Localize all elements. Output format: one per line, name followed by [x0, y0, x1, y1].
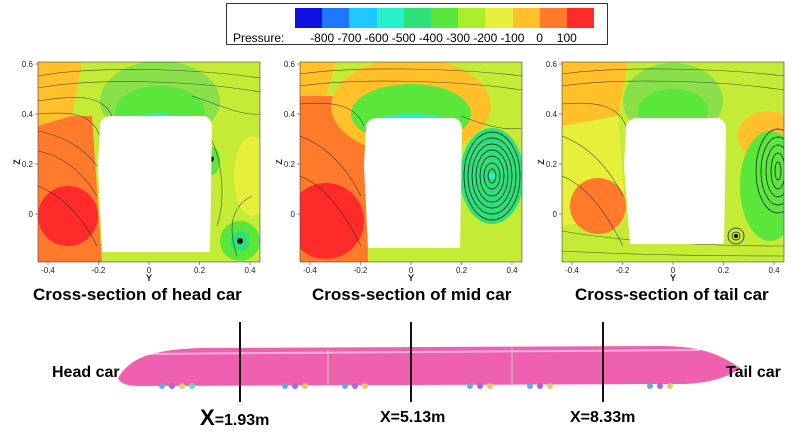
y-tick-label: -0.4: [565, 266, 579, 275]
y-tick-label: 0.4: [768, 266, 780, 275]
z-tick-label: 0.4: [22, 110, 34, 119]
z-tick-label: 0.6: [546, 60, 558, 69]
z-axis-label: Z: [12, 159, 22, 165]
legend-swatch: [512, 8, 540, 28]
legend-swatch: [485, 8, 513, 28]
legend-swatch: [539, 8, 567, 28]
legend-tick: 0: [536, 31, 543, 45]
legend-swatch: [403, 8, 431, 28]
legend-tick-labels: -800 -700 -600 -500 -400 -300 -200 -100 …: [295, 31, 594, 45]
legend-swatch: [376, 8, 404, 28]
legend-tick: -500: [391, 31, 416, 45]
legend-tick: -700: [337, 31, 362, 45]
y-tick-label: 0.4: [506, 266, 518, 275]
z-tick-label: 0.6: [284, 60, 296, 69]
train-side-view: [118, 322, 740, 402]
caption-mid-car: Cross-section of mid car: [312, 285, 512, 304]
y-axis-label: Y: [408, 273, 414, 282]
y-tick-label: 0.2: [194, 266, 206, 275]
legend-swatch: [566, 8, 595, 28]
y-tick-label: -0.2: [616, 266, 630, 275]
y-tick-label: -0.4: [303, 266, 317, 275]
legend-swatch: [349, 8, 377, 28]
y-tick-label: -0.4: [41, 266, 55, 275]
z-tick-label: 0.2: [284, 160, 296, 169]
legend-tick: -300: [446, 31, 471, 45]
z-axis-label: Z: [276, 159, 284, 165]
section-label-mid: X=5.13m: [380, 409, 446, 426]
z-tick-label: 0.2: [22, 160, 34, 169]
legend-title: Pressure:: [233, 31, 285, 45]
z-tick-label: 0: [553, 210, 558, 219]
caption-tail-car: Cross-section of tail car: [575, 285, 769, 304]
z-tick-label: 0.4: [546, 110, 558, 119]
legend-swatch: [322, 8, 350, 28]
bogies: [159, 383, 673, 389]
z-tick-label: 0: [291, 210, 296, 219]
tail-car-label: Tail car: [726, 364, 781, 381]
y-tick-label: -0.2: [354, 266, 368, 275]
y-tick-label: 0: [147, 266, 152, 275]
section-label-head: X=1.93m: [200, 405, 270, 430]
legend-tick: -600: [364, 31, 389, 45]
pressure-legend: Pressure: -800 -700 -600 -500 -400 -300 …: [226, 3, 608, 45]
y-tick-label: 0.4: [244, 266, 256, 275]
z-tick-label: 0.4: [284, 110, 296, 119]
legend-swatch: [430, 8, 459, 28]
z-tick-label: 0: [29, 210, 34, 219]
pressure-contour: [562, 62, 784, 262]
legend-swatch: [295, 8, 323, 28]
legend-color-bar: [295, 8, 595, 28]
y-tick-label: 0.2: [456, 266, 468, 275]
y-tick-label: 0: [671, 266, 676, 275]
legend-swatch: [458, 8, 486, 28]
z-axis-label: Z: [538, 159, 546, 165]
caption-head-car: Cross-section of head car: [33, 285, 242, 304]
legend-tick: -800: [310, 31, 335, 45]
legend-tick: -100: [500, 31, 525, 45]
y-tick-label: 0: [409, 266, 414, 275]
legend-tick: -200: [473, 31, 498, 45]
z-tick-label: 0.6: [22, 60, 34, 69]
pressure-contour: [38, 62, 260, 262]
y-tick-label: -0.2: [92, 266, 106, 275]
section-label-tail: X=8.33m: [570, 409, 636, 426]
y-axis-label: Y: [670, 273, 676, 282]
train-body: [118, 346, 740, 386]
legend-tick: 100: [556, 31, 577, 45]
y-tick-label: 0.2: [718, 266, 730, 275]
z-tick-label: 0.2: [546, 160, 558, 169]
head-car-label: Head car: [52, 364, 120, 381]
pressure-contour: [300, 62, 522, 262]
y-axis-label: Y: [146, 273, 152, 282]
legend-tick: -400: [418, 31, 443, 45]
